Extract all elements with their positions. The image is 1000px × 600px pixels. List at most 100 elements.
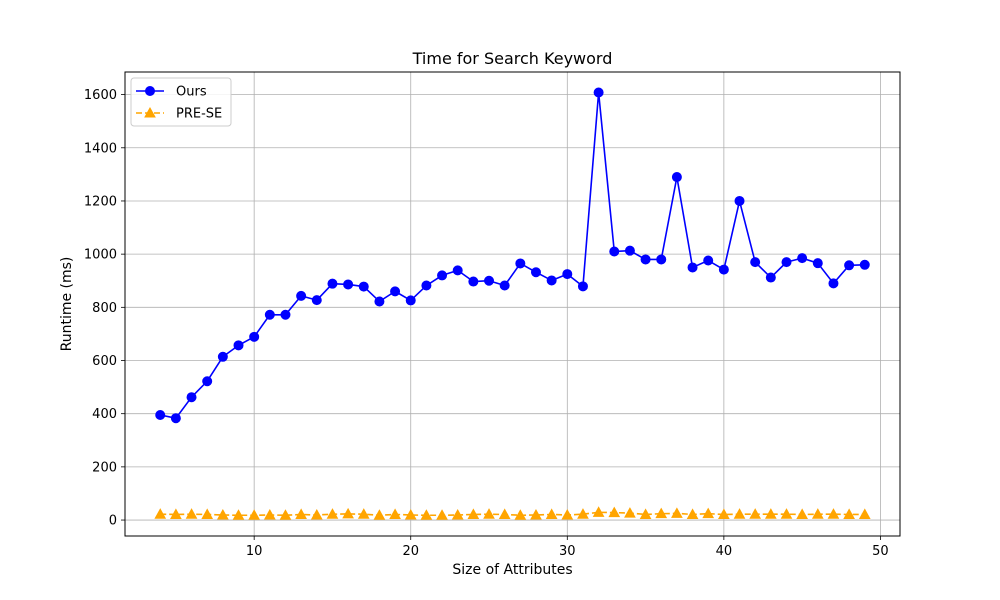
data-point [592, 506, 605, 517]
data-point [624, 507, 636, 518]
data-point [263, 508, 276, 520]
data-point [170, 413, 181, 424]
data-point [233, 340, 244, 351]
data-point [498, 508, 511, 519]
data-point [186, 392, 197, 403]
data-point [702, 507, 715, 519]
data-point [342, 507, 354, 519]
data-point [468, 276, 479, 287]
data-point [811, 508, 824, 519]
data-point [718, 508, 730, 519]
data-point [358, 281, 369, 292]
data-point [374, 296, 385, 307]
data-point [812, 258, 823, 269]
axis-ticks: 10 20 30 40 50 0 200 400 600 800 1000 1200 1400 1600 [84, 88, 889, 559]
series-ours [155, 87, 870, 424]
data-point [671, 172, 682, 183]
data-point [608, 506, 621, 518]
data-point [843, 508, 855, 519]
data-point [844, 260, 855, 271]
chart-title: Time for Search Keyword [412, 49, 613, 68]
data-point [797, 253, 808, 264]
data-point [467, 508, 480, 519]
series-pre-se [154, 506, 871, 520]
legend: Ours PRE-SE [130, 77, 232, 127]
data-point [858, 508, 871, 519]
data-point [765, 272, 776, 283]
data-point [484, 275, 495, 286]
y-tick-label: 400 [92, 407, 117, 422]
data-point [437, 270, 448, 281]
data-point [655, 507, 668, 519]
data-point [624, 245, 635, 256]
series-line [160, 511, 865, 517]
data-point [217, 351, 228, 362]
y-axis-label: Runtime (ms) [59, 257, 75, 352]
data-point [639, 508, 652, 519]
x-tick-label: 20 [402, 544, 419, 559]
data-point [420, 509, 433, 520]
data-point [686, 508, 699, 519]
data-point [733, 508, 746, 519]
data-point [545, 508, 558, 519]
data-point [389, 508, 401, 519]
data-point [530, 267, 541, 278]
data-point [546, 275, 557, 286]
data-point [249, 331, 260, 342]
data-point [279, 509, 292, 520]
data-point [390, 286, 401, 297]
data-point [327, 278, 338, 289]
data-point [436, 509, 448, 520]
x-tick-label: 30 [559, 544, 576, 559]
x-axis-label: Size of Attributes [452, 562, 572, 578]
data-point [750, 257, 761, 268]
data-point [828, 278, 839, 289]
data-point [796, 508, 808, 519]
data-point [326, 508, 339, 519]
data-point [859, 259, 870, 270]
grid [125, 72, 900, 536]
data-point [671, 507, 683, 518]
data-point [780, 508, 793, 519]
y-tick-label: 0 [109, 514, 117, 529]
data-point [499, 280, 510, 291]
data-point [373, 509, 386, 520]
legend-marker [145, 86, 155, 96]
data-point [421, 280, 432, 291]
legend-label: PRE-SE [176, 107, 222, 122]
data-point [734, 195, 745, 206]
data-point [593, 87, 604, 98]
data-point [232, 509, 245, 520]
data-point [703, 255, 714, 266]
data-point [827, 508, 840, 519]
plot-frame [124, 71, 901, 537]
y-tick-label: 1600 [84, 88, 117, 103]
y-tick-label: 1400 [84, 141, 117, 156]
plot-series [154, 87, 871, 520]
x-tick-label: 10 [246, 544, 263, 559]
data-point [310, 508, 323, 520]
y-tick-label: 600 [92, 354, 117, 369]
y-tick-label: 800 [92, 301, 117, 316]
data-point [217, 508, 229, 520]
data-point [577, 508, 589, 519]
data-point [185, 508, 198, 519]
data-point [404, 508, 417, 520]
data-point [749, 508, 762, 519]
data-point [609, 246, 620, 257]
data-point [201, 508, 214, 519]
data-point [451, 508, 464, 520]
data-point [296, 290, 307, 301]
data-point [577, 281, 588, 292]
legend-marker [144, 106, 156, 118]
data-point [718, 264, 729, 275]
x-tick-label: 50 [872, 544, 889, 559]
x-tick-label: 40 [716, 544, 733, 559]
data-point [562, 269, 573, 280]
data-point [202, 376, 213, 387]
data-point [656, 254, 667, 265]
data-point [640, 254, 651, 265]
data-point [514, 509, 527, 520]
legend-label: Ours [176, 85, 207, 100]
